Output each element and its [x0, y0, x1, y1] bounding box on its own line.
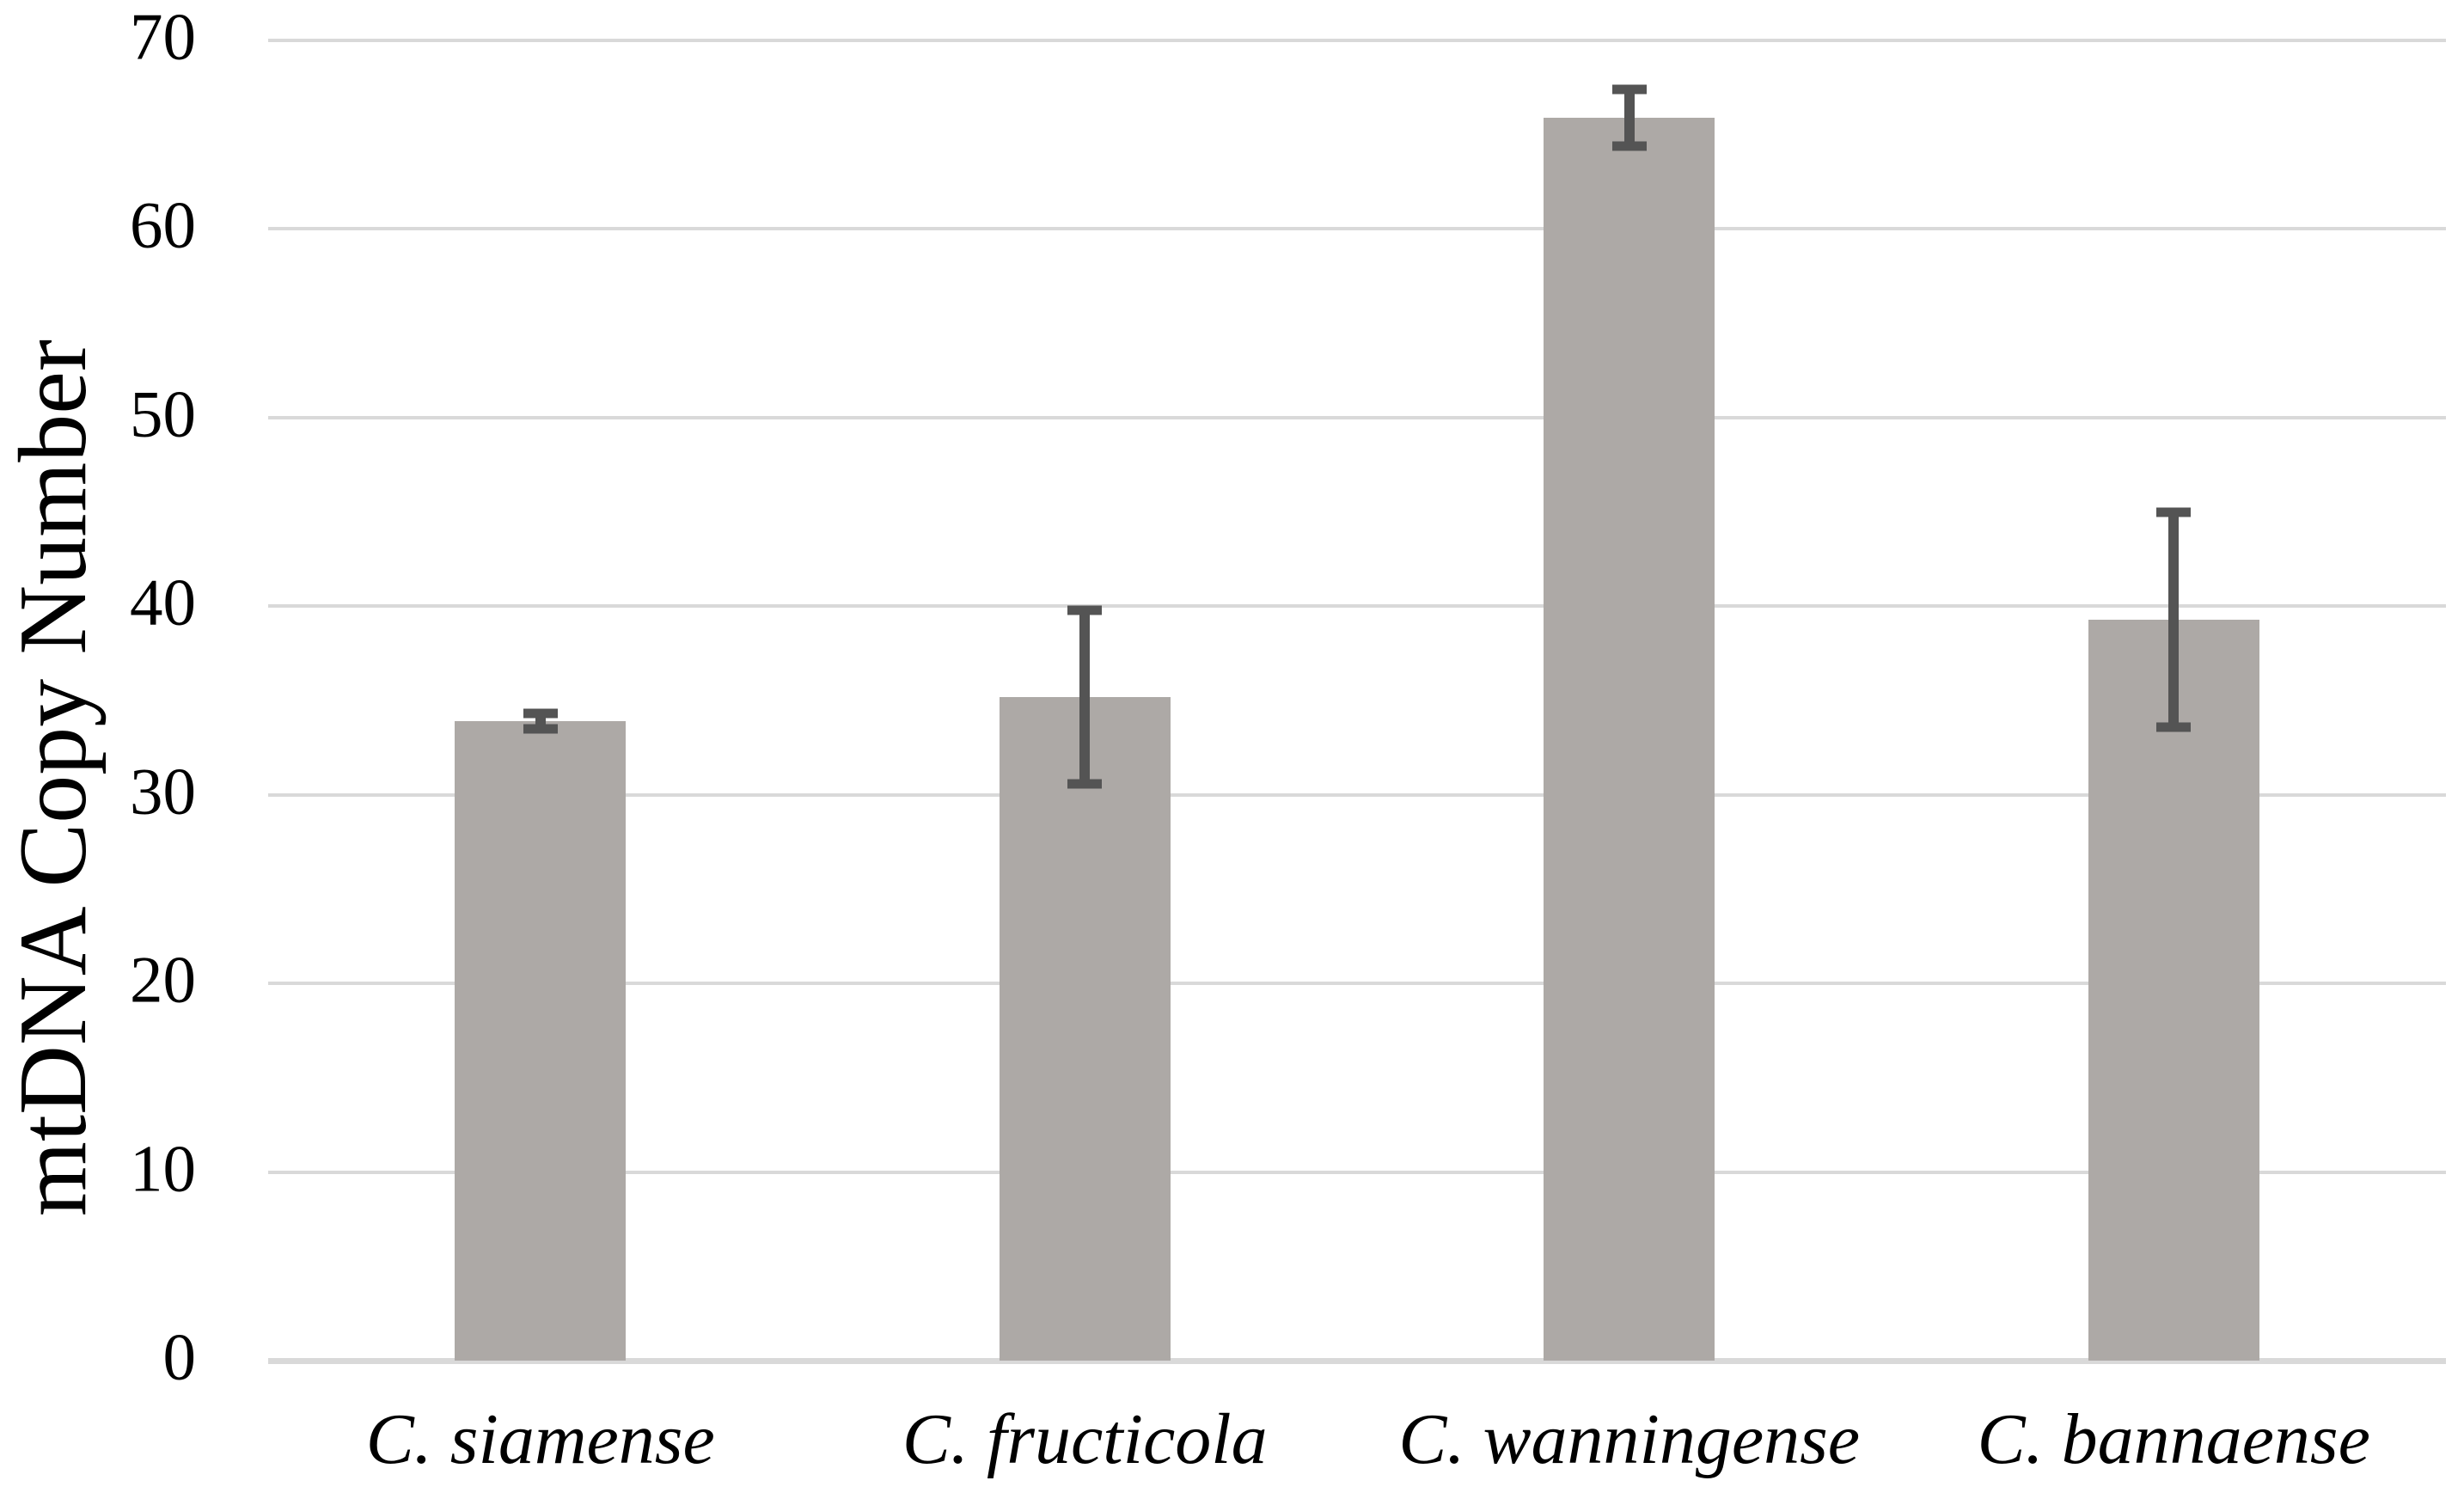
error-bar-bottom-cap [2156, 722, 2192, 732]
y-axis-tick-label: 70 [130, 0, 196, 74]
y-axis-tick-label: 40 [130, 565, 196, 639]
gridline [268, 415, 2446, 419]
gridline [268, 982, 2446, 986]
error-bar-top-cap [1067, 605, 1103, 615]
x-axis-line [268, 1358, 2446, 1364]
gridline [268, 792, 2446, 797]
error-bar-bottom-cap [523, 724, 558, 734]
bar [455, 721, 627, 1361]
gridline [268, 39, 2446, 42]
y-axis-tick-label: 50 [130, 376, 196, 451]
y-axis-tick-label: 30 [130, 754, 196, 829]
bar [1544, 117, 1715, 1361]
y-axis-tick-label: 60 [130, 188, 196, 263]
bar [999, 696, 1171, 1361]
gridline [268, 604, 2446, 609]
error-bar-bottom-cap [1611, 141, 1647, 151]
error-bar-whisker [1623, 89, 1635, 146]
y-axis-tick-label: 20 [130, 942, 196, 1017]
error-bar-bottom-cap [1067, 779, 1103, 789]
x-axis-label: C. wanningense [1398, 1399, 1861, 1479]
error-bar-top-cap [1611, 84, 1647, 95]
y-axis-tick-label: 0 [162, 1319, 197, 1394]
bar [2088, 619, 2259, 1361]
x-axis-label: C. fructicola [902, 1399, 1268, 1479]
y-axis-tick-label: 10 [130, 1131, 196, 1206]
error-bar-whisker [1079, 609, 1091, 784]
x-axis-label: C. bannaense [1977, 1399, 2370, 1479]
gridline [268, 1170, 2446, 1174]
error-bar-top-cap [2156, 507, 2192, 517]
error-bar-whisker [2168, 511, 2180, 727]
error-bar-top-cap [523, 708, 558, 719]
x-axis-label: C. siamense [365, 1399, 715, 1479]
gridline [268, 227, 2446, 231]
